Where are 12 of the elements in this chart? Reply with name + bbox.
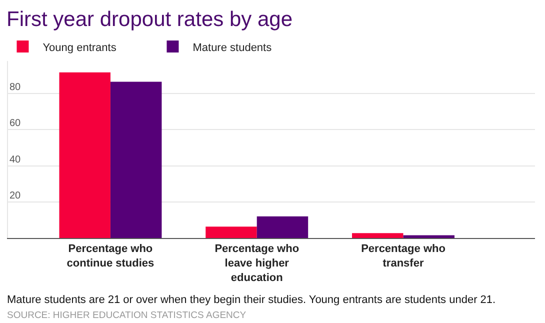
x-tick-label: Percentage who transfer [361, 243, 446, 270]
x-tick-label: Percentage who leave higher education [214, 243, 300, 284]
y-tick-label: 40 [10, 154, 22, 166]
y-tick-label: 80 [10, 82, 22, 94]
legend-label: Mature students [192, 42, 272, 54]
x-tick-label: Percentage who continue studies [66, 243, 154, 270]
y-tick-label: 20 [10, 190, 22, 202]
chart-title: First year dropout rates by age [6, 8, 293, 32]
legend-label: Young entrants [42, 42, 117, 54]
y-tick-label: 60 [10, 118, 22, 130]
text: Mature students are 21 or over when they begin their studies. Young entrants are students under 21. [7, 294, 496, 306]
source-note: SOURCE: HIGHER EDUCATION STATISTICS AGENCY [7, 310, 247, 321]
